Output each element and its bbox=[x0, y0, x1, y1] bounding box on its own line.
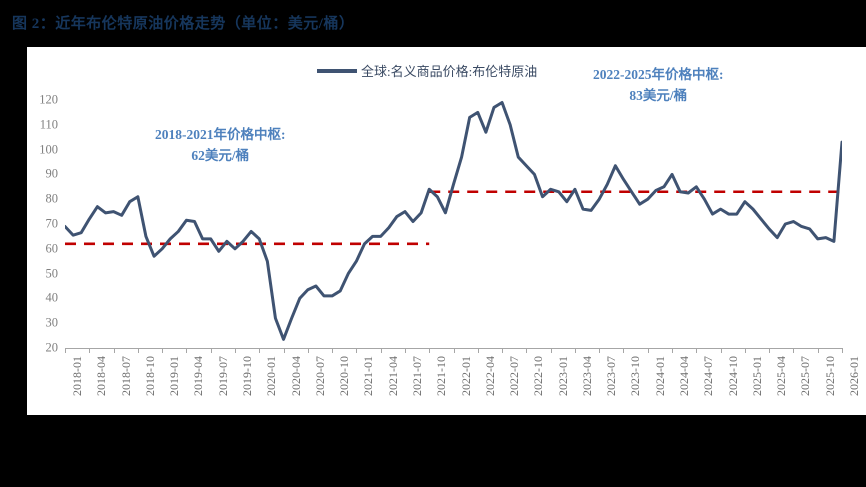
series-plot bbox=[65, 100, 842, 341]
x-axis-tick bbox=[647, 348, 649, 353]
x-axis-tick-label: 2023-07 bbox=[604, 356, 619, 396]
x-axis-tick bbox=[162, 348, 164, 353]
x-axis-tick-label: 2021-07 bbox=[409, 356, 424, 396]
x-axis-tick-label: 2018-10 bbox=[142, 356, 157, 396]
x-axis-tick bbox=[234, 348, 236, 353]
chart-legend: 全球:名义商品价格:布伦特原油 bbox=[317, 61, 537, 80]
x-axis-tick bbox=[574, 348, 576, 353]
x-axis-tick bbox=[356, 348, 358, 353]
x-axis-tick-label: 2020-04 bbox=[288, 356, 303, 396]
title-bar: 图 2：近年布伦特原油价格走势（单位：美元/桶） bbox=[0, 0, 866, 47]
x-axis-tick bbox=[696, 348, 698, 353]
x-axis-tick bbox=[186, 348, 188, 353]
page-title: 图 2：近年布伦特原油价格走势（单位：美元/桶） bbox=[12, 16, 355, 32]
x-axis-tick bbox=[623, 348, 625, 353]
x-axis-tick bbox=[769, 348, 771, 353]
x-axis-tick-label: 2023-01 bbox=[555, 356, 570, 396]
x-axis-tick bbox=[89, 348, 91, 353]
legend-item-label: 全球:名义商品价格:布伦特原油 bbox=[361, 64, 538, 79]
x-axis-tick-label: 2025-04 bbox=[774, 356, 789, 396]
plot-area: 20 30 40 50 60 70 80 90 100 110 120 2018-01 2018-04… bbox=[39, 93, 861, 397]
x-axis-tick-label: 2019-04 bbox=[191, 356, 206, 396]
x-axis-tick bbox=[380, 348, 382, 353]
x-axis-tick bbox=[599, 348, 601, 353]
x-axis-tick-label: 2023-10 bbox=[628, 356, 643, 396]
y-axis-tick-label: 40 bbox=[45, 290, 59, 305]
series-line-swatch bbox=[317, 68, 357, 73]
x-axis-tick-label: 2018-01 bbox=[70, 356, 84, 396]
x-axis-tick bbox=[259, 348, 261, 353]
x-axis-tick-label: 2026-01 bbox=[847, 356, 861, 396]
x-axis-tick bbox=[332, 348, 334, 353]
x-axis-tick bbox=[137, 348, 139, 353]
x-axis-tick-label: 2019-10 bbox=[239, 356, 254, 396]
x-axis-tick bbox=[113, 348, 115, 353]
x-axis-tick-label: 2024-07 bbox=[701, 356, 716, 396]
x-axis-tick bbox=[429, 348, 431, 353]
y-axis-tick-label: 80 bbox=[45, 191, 59, 206]
x-axis-tick-label: 2021-04 bbox=[385, 356, 400, 396]
annotation-price-center-2022-2025: 2022-2025年价格中枢: 83美元/桶 bbox=[593, 65, 724, 107]
x-axis-tick-label: 2021-01 bbox=[361, 356, 376, 396]
x-axis-tick bbox=[744, 348, 746, 353]
x-axis-tick-label: 2020-07 bbox=[312, 356, 327, 396]
x-axis-tick-label: 2022-04 bbox=[482, 356, 497, 396]
x-axis-tick-label: 2018-07 bbox=[118, 356, 133, 396]
annotation-line-1: 2018-2021年价格中枢: bbox=[155, 127, 286, 142]
x-axis-tick-label: 2024-04 bbox=[677, 356, 692, 396]
annotation-line-2: 62美元/桶 bbox=[191, 147, 250, 163]
y-axis-tick-label: 70 bbox=[45, 216, 59, 231]
x-axis-tick bbox=[453, 348, 455, 353]
x-axis-tick bbox=[502, 348, 504, 353]
x-axis-tick bbox=[550, 348, 552, 353]
y-axis-tick-label: 110 bbox=[39, 117, 58, 132]
x-axis-tick bbox=[842, 348, 843, 353]
x-axis-tick bbox=[793, 348, 795, 353]
x-axis-tick-label: 2022-10 bbox=[531, 356, 546, 396]
annotation-line-1: 2022-2025年价格中枢: bbox=[593, 67, 724, 82]
x-axis-tick-label: 2019-01 bbox=[167, 356, 182, 396]
y-axis-tick-label: 50 bbox=[45, 266, 59, 281]
x-axis-tick bbox=[672, 348, 674, 353]
x-axis-tick-label: 2025-07 bbox=[798, 356, 813, 396]
y-axis-tick-label: 90 bbox=[45, 166, 59, 181]
x-axis-tick-label: 2018-04 bbox=[94, 356, 109, 396]
x-axis-tick bbox=[65, 348, 66, 353]
y-axis-tick-label: 60 bbox=[45, 241, 59, 256]
x-axis-tick bbox=[526, 348, 528, 353]
annotation-line-2: 83美元/桶 bbox=[629, 87, 688, 103]
x-axis-tick-label: 2020-01 bbox=[264, 356, 279, 396]
x-axis-tick bbox=[210, 348, 212, 353]
x-axis-tick-label: 2019-07 bbox=[215, 356, 230, 396]
x-axis-tick bbox=[817, 348, 819, 353]
x-axis-tick bbox=[404, 348, 406, 353]
x-axis-tick-label: 2020-10 bbox=[337, 356, 352, 396]
x-axis-tick bbox=[477, 348, 479, 353]
x-axis-tick-label: 2024-01 bbox=[652, 356, 667, 396]
chart-panel: 全球:名义商品价格:布伦特原油 2018-2021年价格中枢: 62美元/桶 2… bbox=[27, 47, 866, 415]
x-axis-tick bbox=[720, 348, 722, 353]
x-axis-tick-label: 2021-10 bbox=[434, 356, 449, 396]
x-axis-tick-label: 2024-10 bbox=[725, 356, 740, 396]
x-axis-tick-label: 2025-10 bbox=[822, 356, 837, 396]
y-axis-tick-label: 20 bbox=[45, 340, 59, 355]
x-axis-tick-label: 2022-07 bbox=[507, 356, 522, 396]
y-axis-tick-label: 30 bbox=[45, 315, 59, 330]
y-axis-tick-label: 120 bbox=[39, 92, 58, 107]
x-axis-tick-label: 2022-01 bbox=[458, 356, 473, 396]
series-line bbox=[65, 100, 842, 341]
x-axis-tick bbox=[283, 348, 285, 353]
x-axis-tick bbox=[307, 348, 309, 353]
x-axis-tick-label: 2025-01 bbox=[749, 356, 764, 396]
x-axis-tick-label: 2023-04 bbox=[579, 356, 594, 396]
annotation-price-center-2018-2021: 2018-2021年价格中枢: 62美元/桶 bbox=[155, 125, 286, 167]
y-axis-tick-label: 100 bbox=[39, 142, 58, 157]
